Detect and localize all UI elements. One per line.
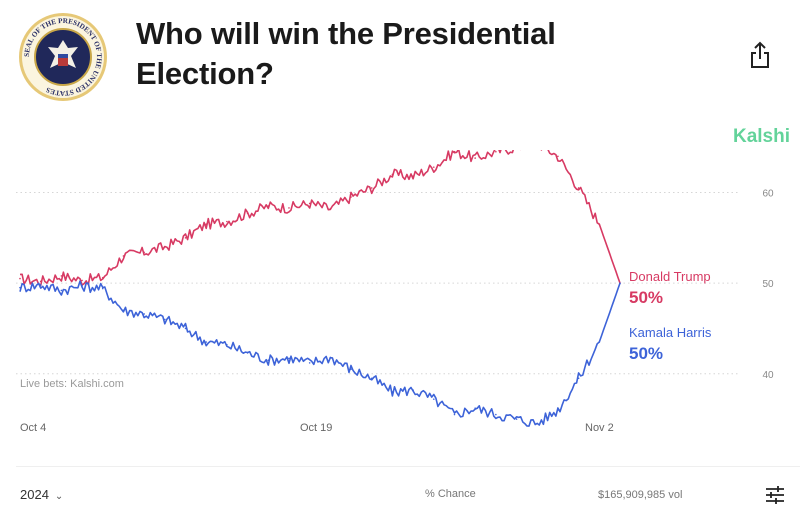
data-point [474, 157, 476, 159]
series-name-label: Kamala Harris [629, 325, 712, 340]
x-tick-label: Nov 2 [585, 422, 614, 434]
data-point [81, 285, 83, 287]
data-point [495, 150, 497, 153]
data-point [391, 391, 394, 393]
filter-sliders-icon[interactable] [764, 484, 786, 506]
data-point [329, 208, 332, 210]
data-point [101, 276, 104, 279]
data-point [226, 220, 228, 223]
data-point [412, 175, 414, 177]
data-point [143, 313, 145, 315]
year-label: 2024 [20, 487, 49, 502]
data-point [184, 237, 187, 239]
data-point [267, 359, 270, 361]
data-point [308, 362, 311, 364]
data-point [19, 286, 21, 289]
volume-label: $165,909,985 vol [598, 489, 683, 501]
chart-annotation: Live bets: Kalshi.com [20, 378, 124, 390]
presidential-seal-icon: SEAL OF THE PRESIDENT OF THE UNITED STAT… [16, 12, 110, 102]
x-tick-label: Oct 4 [20, 422, 46, 434]
kalshi-brand: Kalshi [732, 126, 790, 147]
chance-label: % Chance [425, 488, 476, 500]
data-point [288, 207, 290, 209]
election-odds-chart: 40 50 60 Oct 4 Oct 19 Nov 2 Live bets: Kalshi.… [16, 150, 774, 434]
data-point [619, 282, 621, 284]
data-point [432, 398, 435, 400]
data-point [412, 389, 414, 391]
data-point [101, 287, 104, 290]
data-point [391, 173, 394, 176]
data-point [370, 187, 373, 189]
data-point [350, 368, 352, 371]
series-line [19, 150, 621, 287]
data-point [515, 418, 518, 420]
data-point [453, 150, 456, 153]
y-tick-label: 60 [762, 189, 774, 200]
data-point [577, 187, 580, 189]
chevron-down-icon: ⌄ [54, 491, 64, 502]
data-point [19, 277, 21, 280]
data-point [329, 356, 332, 359]
data-point [246, 212, 249, 215]
data-point [81, 279, 83, 282]
data-point [226, 343, 228, 346]
y-tick-label: 40 [762, 370, 774, 381]
data-point [598, 223, 601, 226]
data-point [432, 166, 435, 168]
data-point [536, 422, 539, 425]
data-point [205, 223, 208, 226]
data-point [474, 407, 476, 409]
data-point [267, 205, 270, 207]
data-point [453, 413, 456, 416]
page-title: Who will win the Presidential Election? [136, 16, 556, 91]
data-point [350, 196, 352, 198]
data-point [164, 318, 166, 321]
data-point [184, 327, 187, 330]
year-selector[interactable]: 2024 ⌄ [20, 487, 63, 502]
data-point [557, 409, 559, 411]
data-point [495, 413, 497, 416]
data-point [308, 202, 311, 205]
series-value-label: 50% [629, 344, 663, 363]
data-point [60, 289, 63, 292]
data-point [598, 341, 601, 343]
series-value-label: 50% [629, 288, 663, 307]
data-point [122, 309, 125, 312]
share-icon[interactable] [748, 40, 772, 70]
data-point [39, 280, 42, 283]
data-point [577, 377, 580, 380]
data-point [557, 155, 559, 158]
x-tick-label: Oct 19 [300, 422, 332, 434]
data-point [288, 357, 290, 360]
data-point [164, 246, 166, 248]
data-point [122, 255, 125, 257]
series-line [19, 280, 621, 427]
data-point [370, 377, 373, 380]
y-tick-label: 50 [762, 279, 774, 290]
data-point [39, 284, 42, 286]
footer-divider [16, 466, 800, 467]
series-name-label: Donald Trump [629, 269, 711, 284]
data-point [60, 275, 63, 277]
data-point [143, 251, 145, 254]
data-point [205, 341, 208, 343]
data-point [246, 352, 249, 354]
